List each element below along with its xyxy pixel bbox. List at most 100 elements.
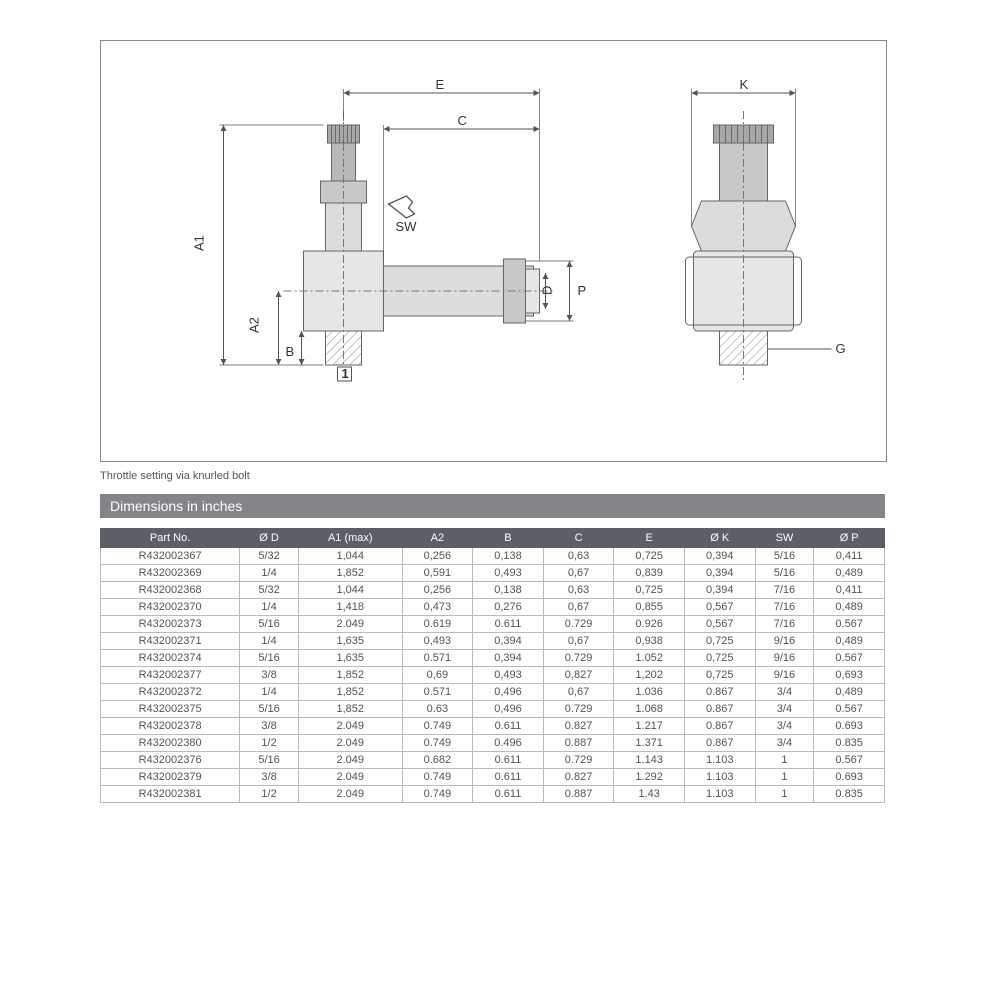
table-cell: R432002376 <box>101 752 240 769</box>
table-cell: 0,69 <box>402 667 473 684</box>
table-cell: 0.867 <box>684 684 755 701</box>
table-cell: 0.567 <box>814 650 885 667</box>
table-cell: 0.867 <box>684 701 755 718</box>
table-cell: 0.567 <box>814 752 885 769</box>
label-k: K <box>740 77 749 92</box>
table-cell: 9/16 <box>755 667 814 684</box>
table-cell: 3/8 <box>240 667 299 684</box>
table-cell: 1.371 <box>614 735 685 752</box>
table-cell: 5/16 <box>240 650 299 667</box>
table-cell: 1.292 <box>614 769 685 786</box>
table-cell: 1,852 <box>298 565 402 582</box>
table-cell: 5/16 <box>240 701 299 718</box>
col-header: SW <box>755 529 814 548</box>
table-cell: R432002375 <box>101 701 240 718</box>
col-header: Ø K <box>684 529 755 548</box>
table-cell: R432002373 <box>101 616 240 633</box>
dimensions-table: Part No.Ø DA1 (max)A2BCEØ KSWØ P R432002… <box>100 528 885 803</box>
table-cell: 0.611 <box>473 786 544 803</box>
table-cell: R432002369 <box>101 565 240 582</box>
table-cell: R432002374 <box>101 650 240 667</box>
table-cell: 1.052 <box>614 650 685 667</box>
table-cell: R432002379 <box>101 769 240 786</box>
table-cell: 0.926 <box>614 616 685 633</box>
table-cell: 1.068 <box>614 701 685 718</box>
table-cell: 5/16 <box>755 565 814 582</box>
table-cell: 0,827 <box>543 667 614 684</box>
table-cell: 1.217 <box>614 718 685 735</box>
table-cell: 0.749 <box>402 735 473 752</box>
table-cell: R432002380 <box>101 735 240 752</box>
table-cell: 0,394 <box>473 633 544 650</box>
table-cell: 0,411 <box>814 582 885 599</box>
table-cell: 0,839 <box>614 565 685 582</box>
table-row: R4320023755/161,8520.630,4960.7291.0680.… <box>101 701 885 718</box>
label-a2: A2 <box>247 317 262 333</box>
table-cell: 1,852 <box>298 684 402 701</box>
table-cell: 0,394 <box>684 582 755 599</box>
table-cell: 7/16 <box>755 599 814 616</box>
label-p: P <box>578 283 587 298</box>
table-cell: 0,725 <box>614 548 685 565</box>
table-cell: 0.611 <box>473 718 544 735</box>
table-cell: 0.867 <box>684 735 755 752</box>
table-cell: 0,567 <box>684 599 755 616</box>
label-sw: SW <box>396 219 418 234</box>
table-cell: 0.749 <box>402 786 473 803</box>
table-cell: 3/8 <box>240 769 299 786</box>
table-cell: 5/16 <box>755 548 814 565</box>
table-cell: 0,256 <box>402 582 473 599</box>
table-cell: 0,63 <box>543 548 614 565</box>
table-cell: 9/16 <box>755 633 814 650</box>
table-cell: 1.103 <box>684 769 755 786</box>
table-row: R4320023721/41,8520.5710,4960,671.0360.8… <box>101 684 885 701</box>
col-header: C <box>543 529 614 548</box>
table-cell: 0,725 <box>684 633 755 650</box>
table-cell: 0.729 <box>543 752 614 769</box>
table-cell: 3/4 <box>755 701 814 718</box>
table-cell: 1/4 <box>240 684 299 701</box>
table-cell: R432002377 <box>101 667 240 684</box>
table-cell: 0,67 <box>543 633 614 650</box>
label-port-1: 1 <box>342 366 349 381</box>
table-cell: 5/16 <box>240 616 299 633</box>
table-cell: 1/4 <box>240 599 299 616</box>
table-cell: 1/2 <box>240 786 299 803</box>
table-row: R4320023735/162.0490.6190.6110.7290.9260… <box>101 616 885 633</box>
table-cell: 0,725 <box>684 667 755 684</box>
table-cell: 0.619 <box>402 616 473 633</box>
table-cell: 0.693 <box>814 718 885 735</box>
table-cell: 7/16 <box>755 582 814 599</box>
table-cell: 2.049 <box>298 616 402 633</box>
table-cell: 0,725 <box>684 650 755 667</box>
table-cell: 0,256 <box>402 548 473 565</box>
table-cell: 2.049 <box>298 786 402 803</box>
table-cell: 7/16 <box>755 616 814 633</box>
table-row: R4320023745/161,6350.5710,3940.7291.0520… <box>101 650 885 667</box>
technical-diagram: SW A1 A2 B 1 E <box>100 40 887 462</box>
table-cell: 0.867 <box>684 718 755 735</box>
table-cell: 0.887 <box>543 786 614 803</box>
table-cell: 0,67 <box>543 684 614 701</box>
table-cell: 0.682 <box>402 752 473 769</box>
table-cell: 1/2 <box>240 735 299 752</box>
table-cell: 0.729 <box>543 701 614 718</box>
table-cell: 0,276 <box>473 599 544 616</box>
table-cell: 0,394 <box>473 650 544 667</box>
table-cell: 3/8 <box>240 718 299 735</box>
table-cell: 0.887 <box>543 735 614 752</box>
section-header: Dimensions in inches <box>100 494 885 518</box>
table-cell: 5/32 <box>240 548 299 565</box>
table-cell: 0,493 <box>473 565 544 582</box>
table-cell: R432002372 <box>101 684 240 701</box>
table-cell: 0,489 <box>814 684 885 701</box>
table-row: R4320023675/321,0440,2560,1380,630,7250,… <box>101 548 885 565</box>
table-row: R4320023691/41,8520,5910,4930,670,8390,3… <box>101 565 885 582</box>
table-cell: 0.567 <box>814 701 885 718</box>
table-cell: 1,635 <box>298 633 402 650</box>
table-cell: 1,635 <box>298 650 402 667</box>
table-cell: 1.103 <box>684 786 755 803</box>
table-cell: 5/32 <box>240 582 299 599</box>
label-g: G <box>836 341 846 356</box>
label-a1: A1 <box>192 235 207 251</box>
